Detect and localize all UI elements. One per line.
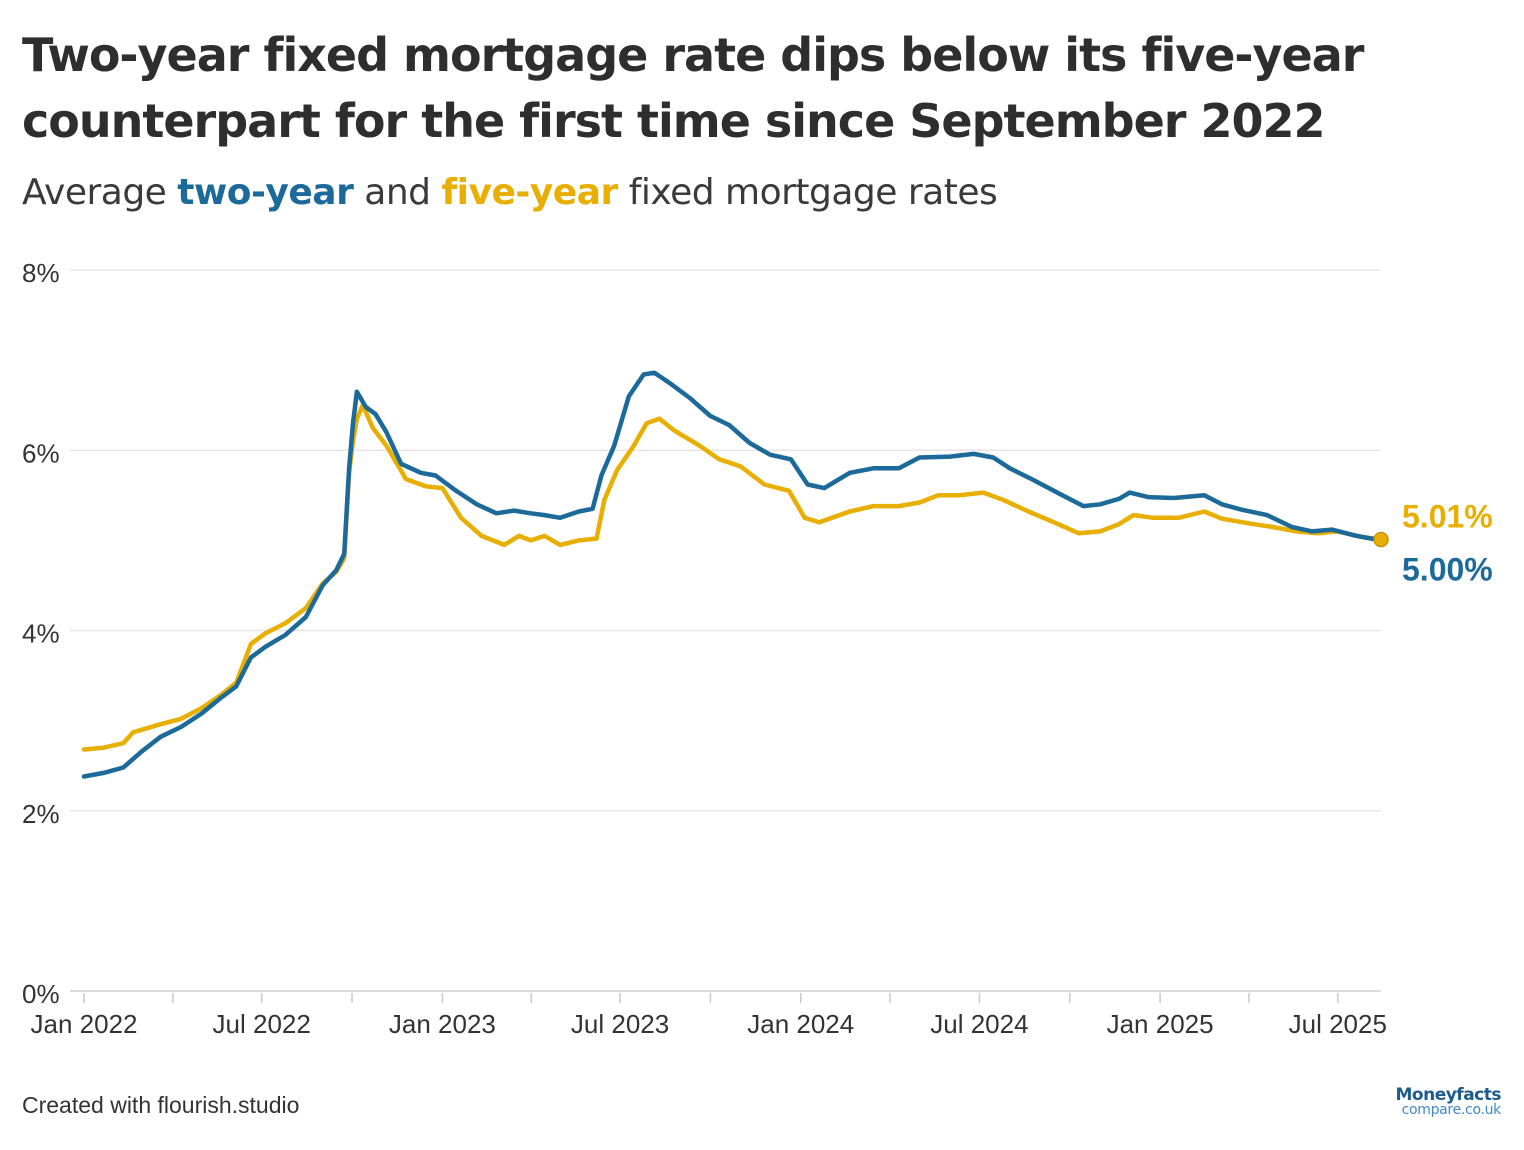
x-axis: Jan 2022 Jul 2022 Jan 2023 Jul 2023 Jan 2024…	[31, 990, 1387, 1039]
x-tick-label: Jan 2025	[1107, 1009, 1214, 1039]
end-label-two-year: 5.00%	[1402, 551, 1493, 587]
footer-credit: Created with flourish.studio	[22, 1092, 300, 1118]
line-chart: 0% 2% 4% 6% 8% Jan 2022 Jul 2022 Jan 2023 Jul 2…	[22, 258, 1493, 1039]
subtitle-prefix: Average	[22, 172, 178, 213]
y-tick-label: 6%	[22, 438, 60, 468]
series-line-two-year	[81, 370, 1384, 779]
subtitle-suffix: fixed mortgage rates	[617, 172, 998, 213]
y-tick-label: 4%	[22, 619, 60, 649]
end-label-five-year: 5.01%	[1402, 498, 1493, 534]
logo-line-2: compare.co.uk	[1401, 1102, 1502, 1118]
y-axis: 0% 2% 4% 6% 8%	[22, 258, 60, 1009]
y-tick-label: 8%	[22, 258, 60, 288]
x-tick-label: Jan 2023	[389, 1009, 496, 1039]
x-tick-label: Jul 2025	[1289, 1009, 1387, 1039]
end-point-dot	[1373, 531, 1389, 548]
x-tick-label: Jul 2022	[213, 1009, 311, 1039]
chart-title: Two-year fixed mortgage rate dips below …	[22, 28, 1364, 148]
subtitle-two-year: two-year	[177, 172, 354, 213]
moneyfacts-logo: Moneyfacts compare.co.uk	[1383, 1085, 1502, 1118]
x-tick-label: Jul 2024	[930, 1009, 1028, 1039]
end-labels: 5.00% 5.01%	[1373, 498, 1493, 587]
x-tick-label: Jan 2022	[31, 1009, 138, 1039]
y-tick-label: 2%	[22, 799, 60, 829]
x-tick-label: Jul 2023	[571, 1009, 669, 1039]
subtitle-middle: and	[353, 172, 442, 213]
subtitle-five-year: five-year	[441, 172, 618, 213]
y-tick-label: 0%	[22, 979, 60, 1009]
logo-line-1: Moneyfacts	[1395, 1085, 1502, 1105]
series-lines	[81, 370, 1384, 779]
x-tick-label: Jan 2024	[747, 1009, 854, 1039]
chart-subtitle: Average two-year and five-year fixed mor…	[22, 172, 998, 213]
gridlines	[70, 269, 1381, 812]
series-line-five-year	[81, 402, 1384, 752]
